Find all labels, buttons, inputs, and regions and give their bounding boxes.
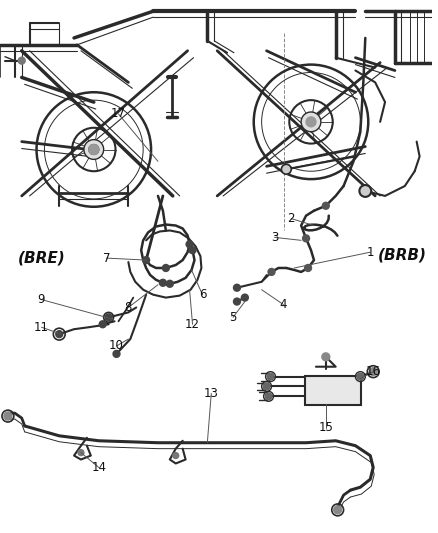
Circle shape (18, 57, 25, 64)
Circle shape (89, 144, 99, 155)
Circle shape (173, 453, 179, 458)
Text: 12: 12 (185, 318, 200, 331)
Circle shape (267, 373, 274, 380)
Circle shape (357, 373, 364, 380)
Text: 14: 14 (91, 461, 106, 474)
Circle shape (322, 203, 329, 209)
Text: 15: 15 (318, 422, 333, 434)
Circle shape (233, 284, 240, 291)
Circle shape (78, 450, 84, 456)
Text: 9: 9 (38, 293, 45, 306)
Circle shape (143, 256, 150, 263)
Text: 7: 7 (103, 252, 110, 264)
Circle shape (360, 185, 371, 197)
Text: 8: 8 (125, 301, 132, 314)
Text: 6: 6 (199, 288, 206, 301)
Text: 5: 5 (230, 311, 237, 324)
Circle shape (263, 383, 270, 390)
Circle shape (162, 264, 170, 271)
Circle shape (99, 321, 106, 328)
Circle shape (268, 269, 275, 276)
Circle shape (304, 264, 311, 271)
Circle shape (159, 279, 166, 286)
Text: (BRB): (BRB) (378, 248, 427, 263)
Circle shape (56, 330, 63, 337)
Circle shape (113, 350, 120, 357)
Circle shape (89, 144, 99, 155)
Circle shape (186, 241, 193, 248)
Circle shape (84, 140, 104, 159)
Circle shape (265, 393, 272, 400)
Text: 17: 17 (111, 108, 126, 120)
Text: 3: 3 (271, 231, 278, 244)
Circle shape (281, 164, 291, 174)
Text: 4: 4 (279, 298, 287, 311)
FancyBboxPatch shape (305, 376, 361, 405)
Text: 1: 1 (367, 246, 374, 259)
Text: 10: 10 (109, 340, 124, 352)
Circle shape (369, 368, 377, 376)
Circle shape (334, 506, 342, 514)
Circle shape (4, 412, 12, 420)
Circle shape (322, 353, 330, 361)
Circle shape (301, 112, 321, 132)
Circle shape (166, 280, 173, 287)
Text: 11: 11 (34, 321, 49, 334)
Text: 13: 13 (204, 387, 219, 400)
Circle shape (105, 314, 112, 321)
Circle shape (303, 235, 310, 242)
Circle shape (241, 294, 248, 301)
Circle shape (233, 298, 240, 305)
Text: 2: 2 (287, 212, 295, 225)
Text: (BRE): (BRE) (18, 251, 66, 265)
Circle shape (189, 247, 196, 254)
Text: 16: 16 (366, 365, 381, 378)
Circle shape (306, 117, 316, 127)
